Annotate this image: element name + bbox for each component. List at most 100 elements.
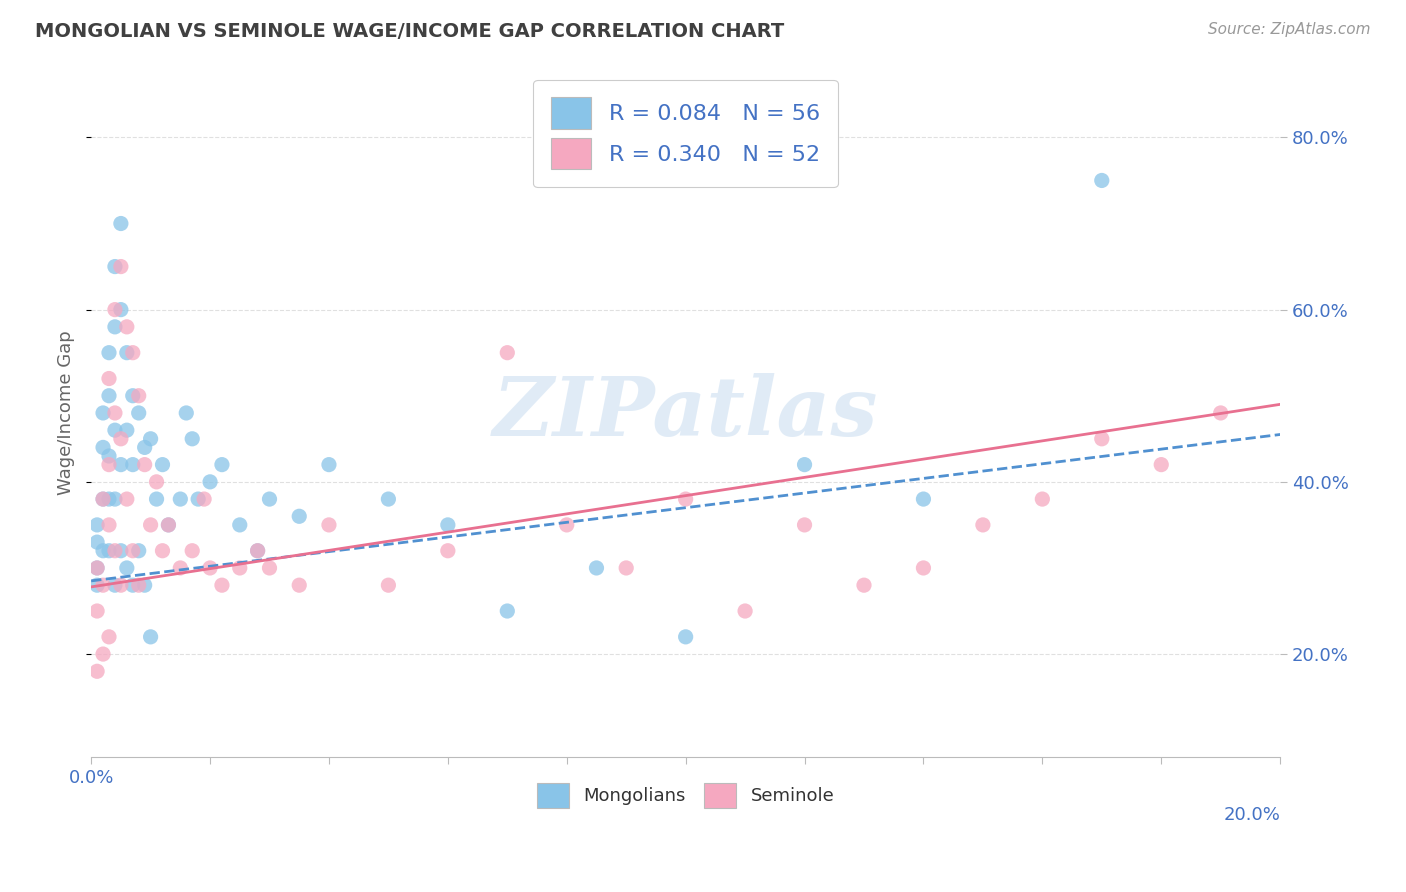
Point [139,432,162,446]
Point [211,458,233,472]
Point [98,458,121,472]
Point [169,561,191,575]
Point [104,543,127,558]
Point [1209,406,1232,420]
Point [157,517,180,532]
Point [198,475,221,489]
Point [91,578,114,592]
Point [110,578,132,592]
Point [912,491,935,506]
Point [675,630,697,644]
Point [86,535,108,549]
Point [115,561,138,575]
Point [86,561,108,575]
Point [98,345,121,359]
Point [318,458,340,472]
Point [853,578,876,592]
Point [91,406,114,420]
Point [86,604,108,618]
Point [104,423,127,437]
Point [555,517,578,532]
Point [104,491,127,506]
Point [1091,173,1114,187]
Point [377,578,399,592]
Point [972,517,994,532]
Point [98,543,121,558]
Point [104,260,127,274]
Point [793,517,815,532]
Point [86,665,108,679]
Point [198,561,221,575]
Point [793,458,815,472]
Point [121,345,143,359]
Point [288,509,311,524]
Point [110,302,132,317]
Point [98,630,121,644]
Point [169,491,191,506]
Point [675,491,697,506]
Point [181,543,204,558]
Point [110,458,132,472]
Point [134,578,156,592]
Point [246,543,269,558]
Point [145,475,167,489]
Point [91,441,114,455]
Point [139,630,162,644]
Point [86,517,108,532]
Point [229,561,252,575]
Point [912,561,935,575]
Point [110,217,132,231]
Point [157,517,180,532]
Point [496,604,519,618]
Y-axis label: Wage/Income Gap: Wage/Income Gap [58,331,75,495]
Point [1031,491,1053,506]
Legend: Mongolians, Seminole: Mongolians, Seminole [527,773,844,817]
Point [211,578,233,592]
Point [121,389,143,403]
Point [104,319,127,334]
Point [86,578,108,592]
Point [91,647,114,661]
Point [437,543,460,558]
Point [318,517,340,532]
Point [259,561,281,575]
Point [1150,458,1173,472]
Point [174,406,197,420]
Text: 20.0%: 20.0% [1223,805,1279,823]
Point [86,561,108,575]
Point [139,517,162,532]
Point [110,260,132,274]
Point [614,561,637,575]
Point [121,578,143,592]
Point [128,389,150,403]
Point [98,371,121,385]
Point [259,491,281,506]
Point [734,604,756,618]
Point [134,458,156,472]
Point [187,491,209,506]
Point [181,432,204,446]
Point [496,345,519,359]
Point [115,319,138,334]
Point [121,543,143,558]
Point [115,423,138,437]
Point [152,543,174,558]
Point [110,432,132,446]
Point [104,578,127,592]
Point [98,449,121,463]
Point [288,578,311,592]
Point [121,458,143,472]
Point [115,345,138,359]
Point [134,441,156,455]
Point [246,543,269,558]
Point [152,458,174,472]
Text: MONGOLIAN VS SEMINOLE WAGE/INCOME GAP CORRELATION CHART: MONGOLIAN VS SEMINOLE WAGE/INCOME GAP CO… [35,22,785,41]
Point [128,406,150,420]
Point [1091,432,1114,446]
Point [91,491,114,506]
Point [193,491,215,506]
Point [91,491,114,506]
Text: Source: ZipAtlas.com: Source: ZipAtlas.com [1208,22,1371,37]
Point [104,302,127,317]
Point [377,491,399,506]
